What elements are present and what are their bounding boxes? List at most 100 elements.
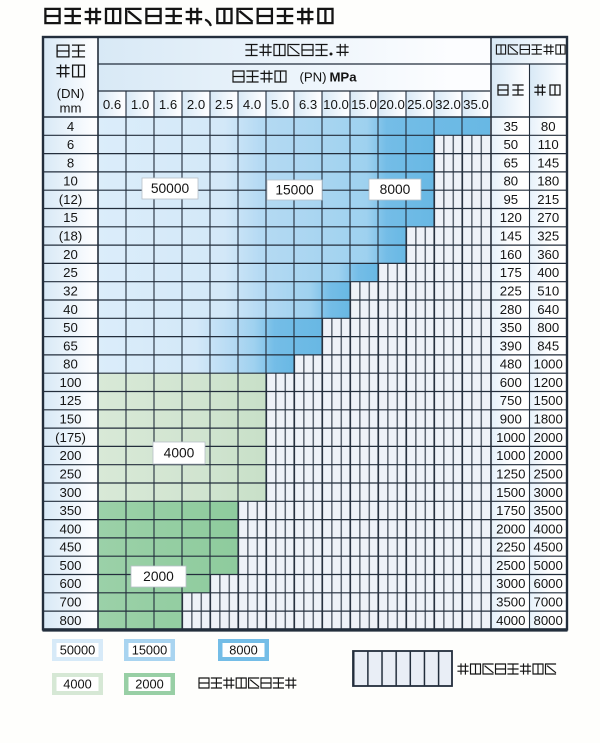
svg-text:600: 600 — [500, 375, 522, 390]
svg-text:8000: 8000 — [380, 182, 411, 197]
svg-text:35: 35 — [503, 119, 518, 134]
svg-text:4000: 4000 — [496, 613, 525, 628]
svg-text:400: 400 — [59, 521, 81, 536]
svg-text:3000: 3000 — [496, 576, 525, 591]
svg-text:800: 800 — [59, 613, 81, 628]
svg-text:4.0: 4.0 — [243, 97, 261, 112]
svg-text:6: 6 — [67, 137, 74, 152]
svg-text:(18): (18) — [59, 229, 82, 244]
svg-text:900: 900 — [500, 412, 522, 427]
svg-text:15: 15 — [63, 210, 78, 225]
svg-text:600: 600 — [59, 576, 81, 591]
svg-text:325: 325 — [537, 229, 559, 244]
svg-text:1750: 1750 — [496, 503, 525, 518]
svg-text:MPa: MPa — [329, 70, 357, 85]
svg-text:510: 510 — [537, 284, 559, 299]
svg-text:50000: 50000 — [60, 643, 96, 658]
svg-text:280: 280 — [500, 302, 522, 317]
svg-text:8: 8 — [67, 155, 74, 170]
svg-text:32: 32 — [63, 284, 78, 299]
svg-text:50000: 50000 — [151, 181, 190, 196]
svg-text:350: 350 — [500, 320, 522, 335]
svg-text:25: 25 — [63, 265, 78, 280]
svg-text:480: 480 — [500, 357, 522, 372]
svg-text:(175): (175) — [55, 430, 86, 445]
svg-text:1200: 1200 — [534, 375, 563, 390]
svg-text:2000: 2000 — [135, 677, 163, 692]
svg-text:1500: 1500 — [496, 485, 525, 500]
svg-text:80: 80 — [503, 174, 518, 189]
svg-text:1500: 1500 — [534, 393, 563, 408]
svg-text:5.0: 5.0 — [271, 97, 289, 112]
svg-text:360: 360 — [537, 247, 559, 262]
svg-text:300: 300 — [59, 485, 81, 500]
svg-text:110: 110 — [538, 137, 559, 152]
svg-text:4000: 4000 — [534, 521, 563, 536]
svg-text:40: 40 — [63, 302, 78, 317]
svg-text:8000: 8000 — [534, 613, 563, 628]
svg-text:175: 175 — [500, 265, 522, 280]
svg-text:2500: 2500 — [534, 466, 563, 481]
svg-text:20.0: 20.0 — [379, 97, 405, 112]
svg-text:145: 145 — [537, 155, 559, 170]
svg-text:4500: 4500 — [534, 540, 563, 555]
svg-text:400: 400 — [537, 265, 559, 280]
svg-text:2000: 2000 — [496, 521, 525, 536]
svg-text:80: 80 — [541, 119, 556, 134]
svg-text:7000: 7000 — [534, 595, 563, 610]
svg-text:3500: 3500 — [534, 503, 563, 518]
svg-text:0.6: 0.6 — [103, 97, 121, 112]
svg-text:10: 10 — [63, 174, 78, 189]
svg-text:250: 250 — [59, 466, 81, 481]
svg-text:845: 845 — [537, 338, 559, 353]
svg-text:20: 20 — [63, 247, 78, 262]
svg-text:mm: mm — [60, 101, 82, 116]
svg-text:2000: 2000 — [534, 448, 563, 463]
svg-text:270: 270 — [537, 210, 559, 225]
svg-text:3000: 3000 — [534, 485, 563, 500]
svg-text:8000: 8000 — [229, 643, 257, 658]
svg-text:100: 100 — [59, 375, 81, 390]
svg-text:4000: 4000 — [164, 446, 195, 461]
svg-text:125: 125 — [59, 393, 81, 408]
svg-text:2250: 2250 — [496, 540, 525, 555]
svg-text:15000: 15000 — [132, 643, 168, 658]
svg-text:1000: 1000 — [496, 430, 525, 445]
svg-text:640: 640 — [537, 302, 559, 317]
svg-text:1.6: 1.6 — [159, 97, 177, 112]
svg-text:6.3: 6.3 — [299, 97, 317, 112]
svg-text:65: 65 — [503, 155, 518, 170]
svg-text:700: 700 — [59, 595, 81, 610]
svg-text:180: 180 — [537, 174, 559, 189]
svg-text:2000: 2000 — [143, 569, 174, 584]
svg-text:2000: 2000 — [534, 430, 563, 445]
svg-text:4: 4 — [67, 119, 74, 134]
svg-text:500: 500 — [59, 558, 81, 573]
svg-text:450: 450 — [59, 540, 81, 555]
svg-text:32.0: 32.0 — [435, 97, 461, 112]
svg-text:6000: 6000 — [534, 576, 563, 591]
svg-text:(12): (12) — [59, 192, 82, 207]
svg-text:1.0: 1.0 — [131, 97, 149, 112]
svg-text:50: 50 — [503, 137, 518, 152]
svg-text:4000: 4000 — [63, 677, 91, 692]
svg-text:1250: 1250 — [496, 466, 525, 481]
svg-text:1000: 1000 — [496, 448, 525, 463]
svg-text:25.0: 25.0 — [407, 97, 433, 112]
svg-text:200: 200 — [59, 448, 81, 463]
svg-text:2.0: 2.0 — [187, 97, 205, 112]
svg-text:1800: 1800 — [534, 412, 563, 427]
svg-text:2500: 2500 — [496, 558, 525, 573]
svg-text:145: 145 — [500, 229, 522, 244]
svg-text:750: 750 — [500, 393, 522, 408]
svg-text:215: 215 — [537, 192, 559, 207]
svg-text:(DN): (DN) — [57, 86, 85, 101]
svg-text:15.0: 15.0 — [351, 97, 377, 112]
svg-text:80: 80 — [63, 357, 78, 372]
svg-text:3500: 3500 — [496, 595, 525, 610]
svg-text:350: 350 — [59, 503, 81, 518]
svg-text:5000: 5000 — [534, 558, 563, 573]
svg-text:35.0: 35.0 — [463, 97, 489, 112]
svg-text:390: 390 — [500, 338, 522, 353]
svg-text:50: 50 — [63, 320, 78, 335]
